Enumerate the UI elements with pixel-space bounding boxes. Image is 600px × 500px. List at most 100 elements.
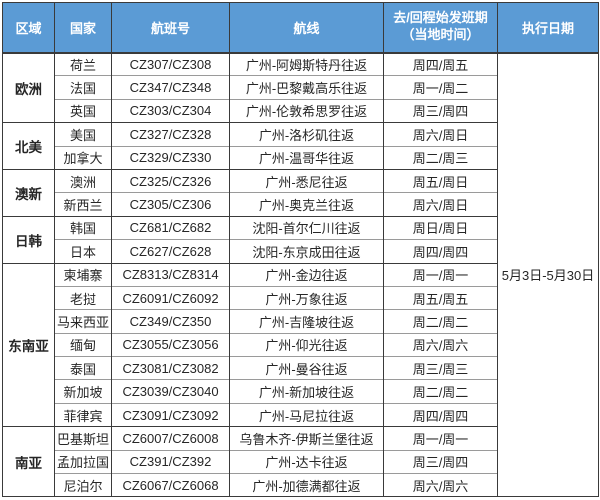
schedule-cell: 周五/周五	[383, 285, 498, 310]
flight-no-cell: CZ3039/CZ3040	[111, 379, 230, 404]
schedule-cell: 周六/周日	[383, 192, 498, 217]
country-cell: 马来西亚	[54, 309, 112, 334]
country-cell: 孟加拉国	[54, 449, 112, 474]
flight-no-cell: CZ6007/CZ6008	[111, 426, 230, 451]
schedule-cell: 周四/周四	[383, 239, 498, 264]
region-cell: 日韩	[2, 215, 55, 264]
country-cell: 法国	[54, 75, 112, 100]
schedule-cell: 周二/周二	[383, 309, 498, 334]
table-row: 泰国 CZ3081/CZ3082 广州-曼谷往返 周三/周三	[3, 356, 599, 380]
flight-no-cell: CZ347/CZ348	[111, 75, 230, 100]
flight-no-cell: CZ307/CZ308	[111, 52, 230, 76]
route-cell: 广州-奥克兰往返	[229, 192, 384, 217]
header-schedule-line1: 去/回程始发班期	[393, 10, 488, 26]
header-country: 国家	[54, 2, 112, 54]
schedule-cell: 周三/周四	[383, 449, 498, 474]
table-row: 日本 CZ627/CZ628 沈阳-东京成田往返 周四/周四	[3, 239, 599, 264]
country-cell: 缅甸	[54, 332, 112, 357]
country-cell: 泰国	[54, 356, 112, 380]
route-cell: 广州-仰光往返	[229, 332, 384, 357]
country-cell: 巴基斯坦	[54, 426, 112, 451]
table-row: 缅甸 CZ3055/CZ3056 广州-仰光往返 周六/周六	[3, 332, 599, 357]
route-cell: 广州-加德满都往返	[229, 473, 384, 497]
table-row: 加拿大 CZ329/CZ330 广州-温哥华往返 周二/周三	[3, 145, 599, 170]
route-cell: 广州-巴黎戴高乐往返	[229, 75, 384, 100]
route-cell: 广州-曼谷往返	[229, 356, 384, 380]
route-cell: 广州-阿姆斯特丹往返	[229, 52, 384, 76]
flight-no-cell: CZ349/CZ350	[111, 309, 230, 334]
table-body: 欧洲 荷兰 CZ307/CZ308 广州-阿姆斯特丹往返 周四/周五 5月3日-5月30日…	[2, 52, 599, 497]
route-cell: 沈阳-首尔仁川往返	[229, 215, 384, 240]
route-cell: 广州-马尼拉往返	[229, 402, 384, 427]
table-row: 孟加拉国 CZ391/CZ392 广州-达卡往返 周三/周四	[3, 449, 599, 474]
country-cell: 荷兰	[54, 52, 112, 76]
table-row: 欧洲 荷兰 CZ307/CZ308 广州-阿姆斯特丹往返 周四/周五 5月3日-5月30日	[2, 52, 599, 497]
schedule-cell: 周一/周一	[383, 426, 498, 451]
country-cell: 日本	[54, 239, 112, 264]
country-cell: 美国	[54, 122, 112, 147]
flight-no-cell: CZ3091/CZ3092	[111, 402, 230, 427]
header-schedule: 去/回程始发班期 （当地时间）	[383, 2, 498, 54]
flight-no-cell: CZ681/CZ682	[111, 215, 230, 240]
route-cell: 广州-洛杉矶往返	[229, 122, 384, 147]
flight-no-cell: CZ8313/CZ8314	[111, 262, 230, 287]
country-cell: 英国	[54, 98, 112, 123]
schedule-cell: 周四/周四	[383, 402, 498, 427]
schedule-cell: 周一/周二	[383, 75, 498, 100]
execution-date-cell: 5月3日-5月30日	[497, 52, 599, 497]
table-header: 区域 国家 航班号 航线 去/回程始发班期 （当地时间） 执行日期	[2, 2, 599, 54]
route-cell: 乌鲁木齐-伊斯兰堡往返	[229, 426, 384, 451]
flight-no-cell: CZ3055/CZ3056	[111, 332, 230, 357]
table-row: 新加坡 CZ3039/CZ3040 广州-新加坡往返 周二/周二	[3, 379, 599, 404]
flight-no-cell: CZ6067/CZ6068	[111, 473, 230, 497]
region-cell: 欧洲	[2, 52, 55, 123]
header-schedule-line2: （当地时间）	[401, 27, 480, 43]
flight-no-cell: CZ3081/CZ3082	[111, 356, 230, 380]
flight-no-cell: CZ627/CZ628	[111, 239, 230, 264]
schedule-cell: 周二/周三	[383, 145, 498, 170]
schedule-cell: 周五/周日	[383, 168, 498, 193]
route-cell: 广州-悉尼往返	[229, 168, 384, 193]
table-row: 新西兰 CZ305/CZ306 广州-奥克兰往返 周六/周日	[3, 192, 599, 217]
country-cell: 菲律宾	[54, 402, 112, 427]
schedule-cell: 周六/周日	[383, 122, 498, 147]
header-flight-no: 航班号	[111, 2, 230, 54]
route-cell: 广州-达卡往返	[229, 449, 384, 474]
schedule-cell: 周三/周三	[383, 356, 498, 380]
header-row: 区域 国家 航班号 航线 去/回程始发班期 （当地时间） 执行日期	[2, 2, 599, 54]
country-cell: 柬埔寨	[54, 262, 112, 287]
schedule-cell: 周六/周六	[383, 332, 498, 357]
route-cell: 广州-吉隆坡往返	[229, 309, 384, 334]
header-route: 航线	[229, 2, 384, 54]
table-row: 马来西亚 CZ349/CZ350 广州-吉隆坡往返 周二/周二	[3, 309, 599, 334]
flight-no-cell: CZ6091/CZ6092	[111, 285, 230, 310]
flight-no-cell: CZ305/CZ306	[111, 192, 230, 217]
route-cell: 广州-伦敦希思罗往返	[229, 98, 384, 123]
country-cell: 韩国	[54, 215, 112, 240]
schedule-cell: 周二/周二	[383, 379, 498, 404]
schedule-cell: 周六/周六	[383, 473, 498, 497]
flight-no-cell: CZ391/CZ392	[111, 449, 230, 474]
country-cell: 澳洲	[54, 168, 112, 193]
route-cell: 沈阳-东京成田往返	[229, 239, 384, 264]
flight-no-cell: CZ327/CZ328	[111, 122, 230, 147]
route-cell: 广州-金边往返	[229, 262, 384, 287]
flight-no-cell: CZ325/CZ326	[111, 168, 230, 193]
route-cell: 广州-温哥华往返	[229, 145, 384, 170]
region-cell: 南亚	[2, 426, 55, 497]
table-row: 英国 CZ303/CZ304 广州-伦敦希思罗往返 周三/周四	[3, 98, 599, 123]
table-row: 南亚 巴基斯坦 CZ6007/CZ6008 乌鲁木齐-伊斯兰堡往返 周一/周一	[2, 426, 599, 497]
region-cell: 东南亚	[2, 262, 55, 427]
schedule-cell: 周一/周一	[383, 262, 498, 287]
flight-no-cell: CZ303/CZ304	[111, 98, 230, 123]
region-cell: 澳新	[2, 168, 55, 217]
schedule-cell: 周日/周日	[383, 215, 498, 240]
table-row: 澳新 澳洲 CZ325/CZ326 广州-悉尼往返 周五/周日	[2, 168, 599, 217]
table-row: 老挝 CZ6091/CZ6092 广州-万象往返 周五/周五	[3, 285, 599, 310]
table-row: 北美 美国 CZ327/CZ328 广州-洛杉矶往返 周六/周日	[2, 122, 599, 170]
table-row: 法国 CZ347/CZ348 广州-巴黎戴高乐往返 周一/周二	[3, 75, 599, 100]
country-cell: 新加坡	[54, 379, 112, 404]
country-cell: 老挝	[54, 285, 112, 310]
